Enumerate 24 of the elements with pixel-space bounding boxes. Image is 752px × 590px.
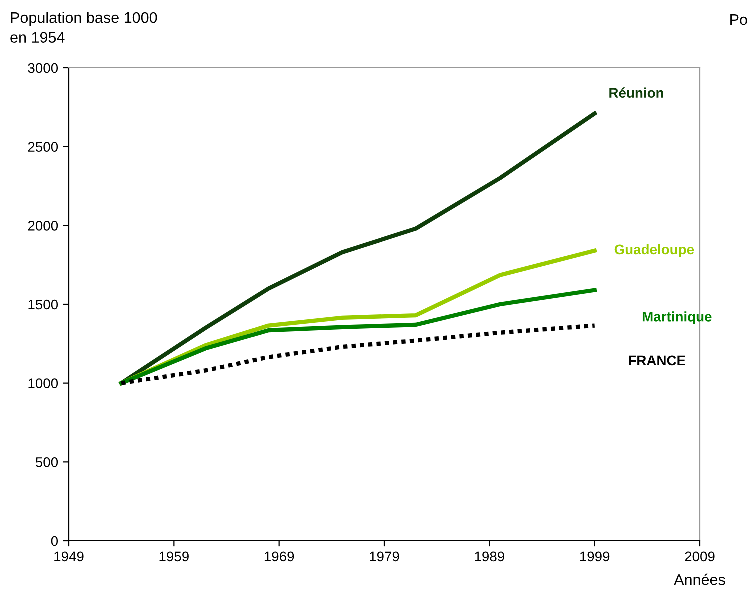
series-label: Réunion	[610, 88, 664, 98]
x-axis-title: Années	[674, 574, 726, 586]
x-tick-label: 1959	[160, 552, 189, 562]
text: Po	[730, 14, 748, 26]
y-axis-title: Population base 1000 en 1954	[10, 12, 158, 43]
y-tick-label: 2500	[28, 142, 58, 152]
x-tick-label: 1949	[54, 552, 84, 562]
x-tick-label: 1969	[264, 552, 294, 562]
x-tick-label: 1979	[370, 552, 400, 562]
y-tick-label: 2000	[28, 221, 58, 231]
line-series	[120, 324, 597, 386]
text: FRANCE	[629, 356, 686, 366]
x-tick-label: 1999	[580, 552, 610, 562]
x-tick-label: 1989	[475, 552, 504, 562]
y-tick-label: 1500	[28, 300, 58, 310]
x-tick-label: 2009	[685, 552, 715, 562]
y-tick-label: 3000	[28, 63, 58, 74]
y-tick-label: 0	[51, 536, 58, 546]
text: Martinique	[642, 312, 712, 325]
line-series	[120, 288, 597, 386]
series-label: Guadeloupe	[614, 244, 694, 258]
y-tick-label: 500	[36, 458, 58, 468]
y-tick-label: 1000	[28, 378, 58, 389]
line-series	[120, 112, 597, 386]
